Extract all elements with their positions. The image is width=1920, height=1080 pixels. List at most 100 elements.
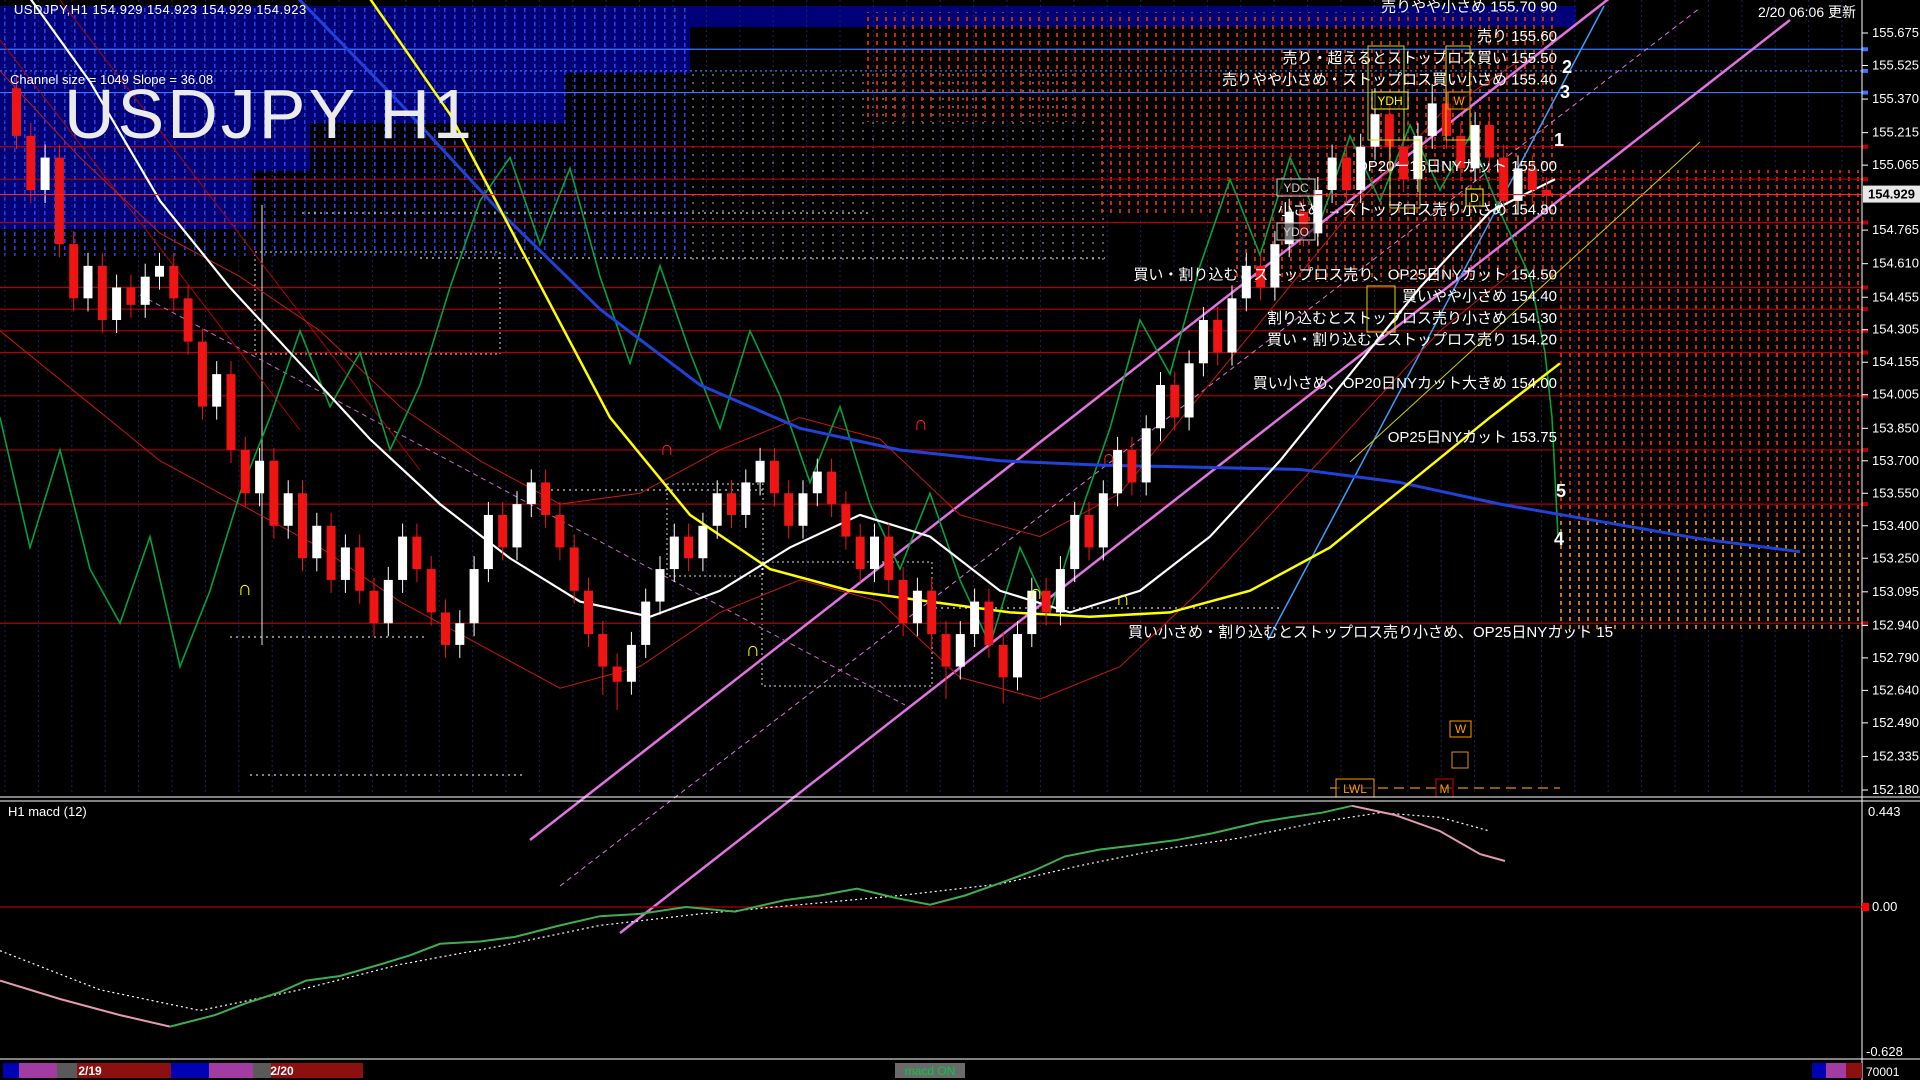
wave-count-number: 5 bbox=[1556, 481, 1566, 501]
price-annotation: 割り込むとストップロス売り小さめ 154.30 bbox=[1267, 310, 1557, 327]
blue-ma-line bbox=[297, 0, 1801, 554]
candle-body bbox=[1399, 146, 1409, 180]
level-axis-tick bbox=[1862, 621, 1868, 626]
price-annotation: 売り・超えるとストップロス買い 155.50 bbox=[1282, 50, 1557, 67]
label-box bbox=[1371, 91, 1409, 110]
dotted-outline-box bbox=[666, 483, 764, 577]
candle-body bbox=[784, 493, 794, 526]
candle-body bbox=[283, 493, 293, 526]
markers: YDH W YDC YDO D W LWL M 2 3 1 5 4 ∩ ∩ ∩ ∩ ∩ ∩ ∩ bbox=[238, 45, 1572, 798]
candle-body bbox=[1513, 168, 1523, 201]
candle-body bbox=[1341, 157, 1351, 191]
candle-body bbox=[855, 536, 865, 570]
candle-body bbox=[1241, 265, 1251, 299]
candle-body bbox=[326, 525, 336, 580]
candle-body bbox=[169, 265, 179, 299]
level-axis-tick bbox=[1862, 447, 1868, 452]
level-axis-tick bbox=[1862, 47, 1868, 52]
candle-body bbox=[998, 644, 1008, 678]
macd-zero-tick bbox=[1862, 903, 1869, 911]
timeline-segment bbox=[19, 1063, 57, 1078]
update-timestamp: 2/20 06:06 更新 bbox=[1757, 4, 1856, 20]
macd-main-pink-end bbox=[1351, 804, 1506, 862]
timeline-segment bbox=[57, 1063, 77, 1078]
candle-body bbox=[1413, 135, 1423, 180]
candle-body bbox=[1070, 514, 1080, 570]
price-annotation: 売り 155.60 bbox=[1477, 28, 1557, 45]
level-axis-tick bbox=[1862, 328, 1868, 333]
trendline bbox=[619, 19, 1791, 934]
candle-body bbox=[212, 374, 222, 407]
cloud-regions bbox=[0, 6, 1860, 687]
candle-body bbox=[684, 536, 694, 559]
candle-body bbox=[1542, 190, 1552, 196]
axis-price-label: 152.180 bbox=[1872, 782, 1919, 797]
candle-body bbox=[126, 287, 136, 305]
dotted-outline-box bbox=[254, 251, 501, 355]
wave-count-number: 4 bbox=[1554, 529, 1564, 549]
candle-body bbox=[955, 634, 965, 667]
axis-price-label: 152.490 bbox=[1872, 715, 1919, 730]
candle-body bbox=[441, 612, 450, 645]
candle-body bbox=[727, 493, 736, 515]
axis-price-label: 153.250 bbox=[1872, 550, 1919, 565]
axis-price-label: 153.850 bbox=[1872, 420, 1919, 435]
candle-body bbox=[412, 536, 422, 570]
label-box-text: W bbox=[1455, 722, 1467, 736]
price-annotation: 買い小さめ・割り込むとストップロス売り小さめ、OP25日NYカット 15 bbox=[1128, 624, 1613, 641]
candle-body bbox=[1427, 103, 1437, 136]
candle-body bbox=[1327, 157, 1337, 191]
candle-body bbox=[40, 157, 50, 191]
candle-body bbox=[870, 536, 879, 570]
level-axis-tick bbox=[1862, 220, 1868, 225]
candle-body bbox=[1170, 384, 1180, 418]
candle-body bbox=[155, 265, 164, 277]
candle-body bbox=[312, 525, 322, 559]
candle-body bbox=[641, 601, 651, 645]
candles bbox=[12, 75, 1552, 710]
candle-body bbox=[1113, 449, 1123, 494]
wave-count-number: 2 bbox=[1562, 57, 1572, 77]
axis-price-label: 154.765 bbox=[1872, 222, 1919, 237]
axis-price-label: 154.455 bbox=[1872, 289, 1919, 304]
candle-body bbox=[1213, 319, 1223, 353]
level-axis-tick bbox=[1862, 68, 1868, 73]
timeline-segment bbox=[271, 1063, 363, 1078]
candle-body bbox=[54, 157, 64, 245]
candle-body bbox=[984, 601, 994, 645]
wave-count-number: 1 bbox=[1554, 130, 1564, 150]
axis-price-label: 152.640 bbox=[1872, 682, 1919, 697]
level-axis-tick bbox=[1862, 285, 1868, 290]
axis-price-label: 154.305 bbox=[1872, 322, 1919, 337]
candle-body bbox=[626, 644, 636, 682]
candle-body bbox=[898, 579, 908, 624]
candle-body bbox=[569, 547, 579, 591]
candle-body bbox=[584, 590, 593, 635]
candle-body bbox=[1470, 125, 1480, 169]
macd-signal-line bbox=[0, 812, 1491, 1012]
timeline-bar[interactable]: 2/19 2/20 macd ON bbox=[3, 1063, 1862, 1078]
candle-body bbox=[255, 460, 265, 494]
candle-body bbox=[941, 634, 951, 667]
timeline-date-label: 2/19 bbox=[78, 1064, 102, 1078]
axis-price-label: 153.550 bbox=[1872, 485, 1919, 500]
candle-body bbox=[741, 482, 751, 515]
macd-on-button[interactable] bbox=[895, 1063, 965, 1078]
candle-body bbox=[355, 547, 365, 591]
symbol-ohlc-line: USDJPY,H1 154.929 154.923 154.929 154.92… bbox=[14, 2, 307, 17]
trendline bbox=[1349, 141, 1701, 463]
price-annotation: 売りやや小さめ 155.70 90 bbox=[1381, 0, 1557, 16]
price-annotation: 買い・割り込むとストップロス売り、OP25日NYカット 154.50 bbox=[1133, 267, 1557, 284]
candle-body bbox=[1013, 634, 1022, 678]
candle-body bbox=[1256, 265, 1266, 288]
green-oscillator-line bbox=[0, 123, 1559, 670]
label-box-text: M bbox=[1440, 782, 1450, 796]
macd-min-label: -0.628 bbox=[1866, 1044, 1903, 1059]
yellow-ma-line bbox=[369, 0, 1561, 618]
macd-max-label: 0.443 bbox=[1868, 804, 1901, 819]
price-annotation: 買い小さめ、OP20日NYカット大きめ 154.00 bbox=[1253, 375, 1557, 392]
macd-main-pink-start bbox=[0, 979, 171, 1028]
level-axis-tick bbox=[1862, 393, 1868, 398]
